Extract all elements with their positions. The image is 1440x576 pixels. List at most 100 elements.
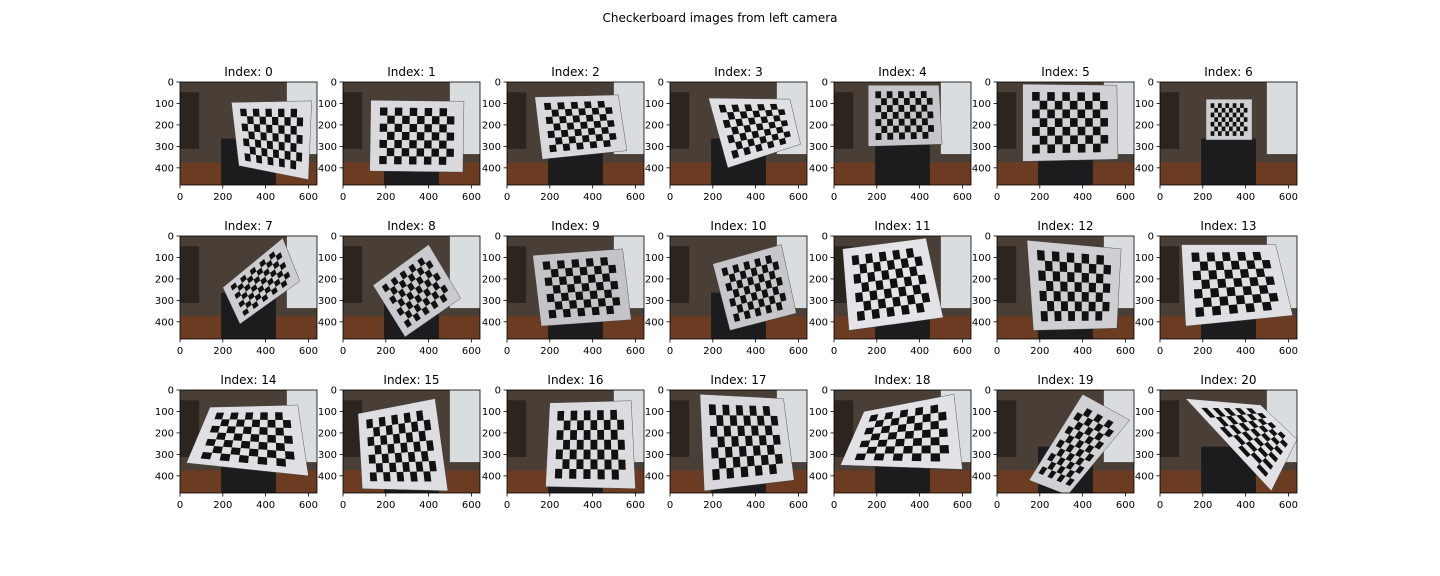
checker-square	[903, 446, 913, 454]
checker-square	[1211, 122, 1215, 127]
checker-square	[1032, 92, 1040, 101]
bookshelf	[997, 400, 1016, 457]
checker-square	[561, 293, 569, 302]
checker-square	[770, 416, 778, 426]
camera-image	[507, 390, 644, 493]
checker-square	[256, 155, 262, 164]
x-tick-label: 200	[867, 500, 886, 511]
checker-square	[604, 289, 612, 298]
checker-square	[604, 420, 611, 430]
checker-square	[1093, 144, 1101, 153]
y-tick-label: 0	[331, 78, 337, 89]
checker-square	[923, 414, 931, 423]
subplot-8: Index: 80 200 400 6000100200300400	[318, 219, 481, 357]
checker-square	[374, 445, 381, 455]
window-light	[1267, 82, 1297, 154]
y-tick-label: 300	[155, 450, 174, 461]
subplot-title: Index: 20	[1200, 373, 1256, 387]
checker-square	[590, 141, 598, 148]
checker-square	[731, 436, 739, 447]
checker-square	[555, 469, 562, 479]
y-tick-label: 200	[482, 120, 501, 131]
y-tick-label: 400	[645, 317, 664, 328]
checker-square	[1215, 261, 1224, 270]
checker-square	[574, 129, 582, 136]
y-tick-label: 0	[331, 232, 337, 243]
y-tick-label: 400	[809, 317, 828, 328]
checker-square	[602, 273, 610, 282]
checker-square	[1055, 136, 1063, 145]
checker-square	[556, 450, 563, 460]
checker-square	[1041, 311, 1048, 321]
checker-square	[873, 262, 881, 272]
x-tick-label: 0	[667, 192, 673, 203]
checker-square	[1055, 101, 1063, 110]
checker-square	[1203, 297, 1212, 307]
y-tick-label: 100	[155, 99, 174, 110]
checker-square	[881, 98, 887, 105]
bookshelf	[1160, 92, 1179, 149]
subplot-title: Index: 14	[220, 373, 276, 387]
checker-square	[875, 91, 881, 98]
y-tick-label: 400	[1135, 317, 1154, 328]
checker-square	[737, 426, 745, 436]
checker-square	[939, 428, 948, 437]
checker-square	[1032, 145, 1040, 154]
x-tick-label: 400	[419, 346, 438, 357]
checker-square	[598, 469, 605, 479]
checker-square	[1061, 301, 1068, 311]
camera-image	[1160, 390, 1297, 493]
y-tick-label: 300	[482, 142, 501, 153]
checker-square	[938, 412, 946, 421]
x-tick-label: 0	[1157, 192, 1163, 203]
checker-square	[366, 419, 373, 429]
checker-square	[570, 450, 577, 460]
checker-square	[233, 433, 243, 440]
checker-square	[239, 455, 249, 463]
checker-square	[890, 278, 899, 288]
checker-square	[382, 454, 389, 464]
checker-square	[565, 109, 573, 116]
checker-square	[1229, 117, 1233, 122]
y-tick-label: 300	[645, 296, 664, 307]
x-tick-label: 400	[910, 346, 929, 357]
checker-square	[379, 140, 387, 148]
checker-square	[1229, 108, 1233, 113]
checker-square	[577, 440, 584, 450]
x-tick-label: 0	[177, 500, 183, 511]
y-tick-label: 100	[318, 253, 337, 264]
checker-square	[857, 311, 865, 321]
y-tick-label: 200	[809, 274, 828, 285]
y-tick-label: 100	[482, 253, 501, 264]
x-tick-label: 400	[1236, 500, 1255, 511]
y-tick-label: 200	[1135, 274, 1154, 285]
checker-square	[611, 430, 618, 440]
y-tick-label: 400	[809, 163, 828, 174]
y-tick-label: 400	[645, 163, 664, 174]
checker-square	[394, 140, 402, 148]
y-tick-label: 400	[972, 163, 991, 174]
checker-square	[599, 114, 607, 121]
checker-square	[911, 132, 917, 139]
checker-square	[383, 472, 391, 481]
y-tick-label: 400	[318, 471, 337, 482]
checker-square	[577, 308, 585, 317]
checker-square	[283, 420, 291, 428]
y-tick-label: 300	[645, 450, 664, 461]
checker-square	[1236, 127, 1240, 132]
checker-square	[597, 450, 604, 460]
checker-square	[380, 124, 388, 132]
checker-square	[279, 158, 285, 167]
checker-square	[584, 410, 591, 420]
camera-image	[834, 82, 971, 185]
checker-square	[244, 153, 250, 161]
subplot-title: Index: 17	[710, 373, 766, 387]
checker-square	[557, 260, 565, 269]
checker-square	[439, 140, 447, 148]
checker-square	[272, 117, 278, 125]
checker-square	[379, 417, 386, 427]
checker-square	[290, 143, 296, 152]
checker-square	[379, 156, 387, 164]
y-tick-label: 200	[155, 274, 174, 285]
checker-square	[922, 118, 928, 125]
